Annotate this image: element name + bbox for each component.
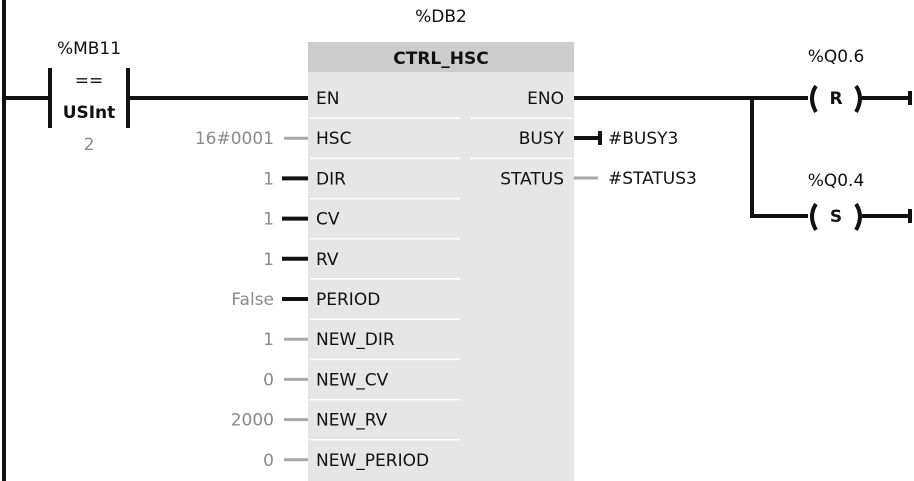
coil-type: R (829, 89, 842, 109)
input-pin-label: HSC (316, 129, 351, 149)
compare-contact[interactable]: %MB11 == USInt 2 (4, 39, 308, 155)
coil-operand: %Q0.4 (808, 171, 865, 191)
input-value[interactable]: 1 (263, 330, 274, 350)
coil-reset[interactable]: %Q0.6 R (808, 47, 912, 113)
block-name: CTRL_HSC (393, 49, 488, 69)
input-pin-label: CV (316, 210, 340, 230)
block-instance: %DB2 (415, 7, 467, 27)
coil-type: S (830, 207, 842, 227)
busy-operand: #BUSY3 (608, 129, 678, 149)
input-value[interactable]: 1 (263, 250, 274, 270)
input-value[interactable]: 0 (263, 451, 274, 471)
output-pin-label: BUSY (519, 129, 565, 149)
coil-set[interactable]: %Q0.4 S (808, 171, 912, 231)
block-header (308, 42, 574, 72)
coil-left-paren (810, 202, 818, 231)
input-value[interactable]: 2000 (231, 411, 274, 431)
coil-right-paren (854, 202, 862, 231)
contact-operator: == (75, 71, 104, 91)
input-value[interactable]: 1 (263, 169, 274, 189)
input-pin-label: RV (316, 250, 339, 270)
input-pin-label: EN (316, 89, 339, 109)
status-operand: #STATUS3 (608, 169, 697, 189)
contact-operand: %MB11 (57, 39, 121, 59)
input-pin-label: DIR (316, 169, 346, 189)
coil-operand: %Q0.6 (808, 47, 865, 67)
input-value[interactable]: 16#0001 (195, 129, 274, 149)
input-value[interactable]: False (231, 290, 274, 310)
input-value[interactable]: 0 (263, 370, 274, 390)
input-pin-label: NEW_PERIOD (316, 451, 429, 471)
branch-wire (750, 98, 808, 218)
input-pin-label: NEW_CV (316, 370, 389, 390)
output-pin-label: ENO (527, 89, 564, 109)
input-pin-label: NEW_RV (316, 411, 388, 431)
ctrl-hsc-block[interactable]: %DB2 CTRL_HSC EN HSC 16#0001 DIR 1 CV 1 RV 1 PERI… (195, 7, 574, 481)
input-pin-label: NEW_DIR (316, 330, 395, 350)
contact-type: USInt (63, 103, 116, 123)
input-pin-label: PERIOD (316, 290, 380, 310)
coil-right-paren (854, 84, 862, 113)
output-pin-label: STATUS (500, 169, 564, 189)
coil-left-paren (810, 84, 818, 113)
block-body (308, 42, 574, 481)
contact-compare-value: 2 (84, 135, 95, 155)
input-value[interactable]: 1 (263, 210, 274, 230)
